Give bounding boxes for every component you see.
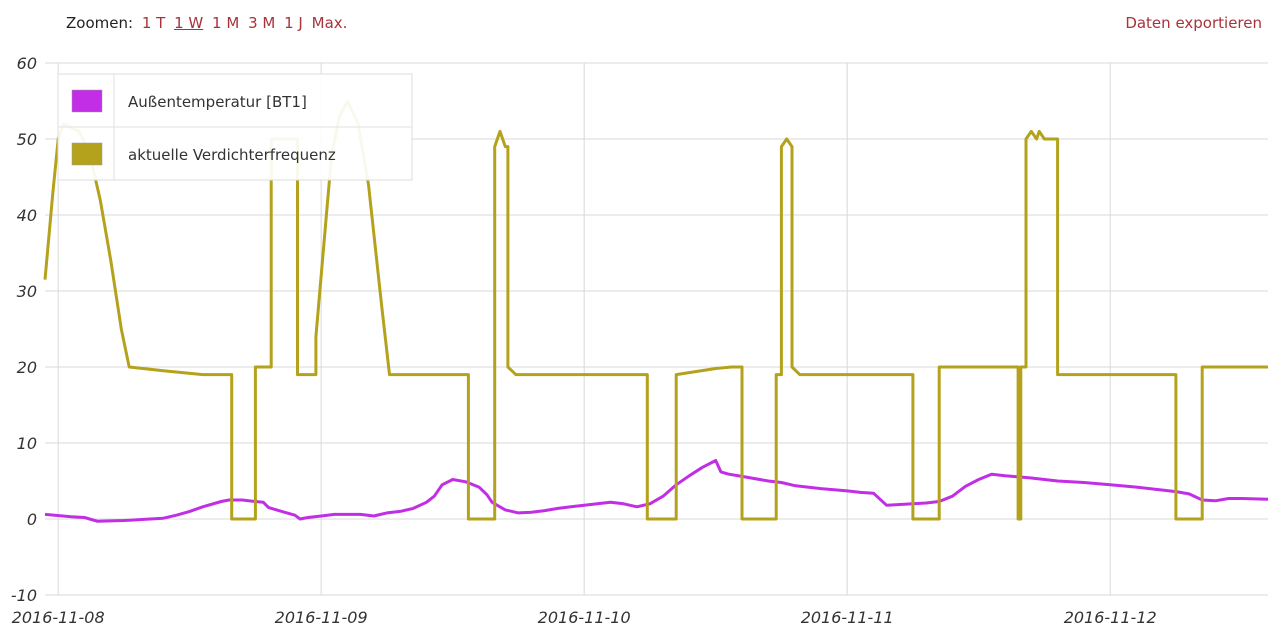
legend: Außentemperatur [BT1] aktuelle Verdichter…	[57, 73, 413, 181]
series-line-verdichterfrequenz	[43, 99, 1268, 521]
series-lines	[43, 99, 1269, 523]
x-tick-label: 2016-11-10	[538, 608, 631, 627]
y-tick-label: -10	[11, 586, 37, 605]
y-tick-label: 10	[17, 434, 37, 453]
y-axis-ticks: -10 0 10 20 30 40 50 60	[11, 54, 37, 605]
zoom-1-month[interactable]: 1 M	[212, 14, 240, 32]
x-tick-label: 2016-11-11	[801, 608, 894, 627]
zoom-1-day[interactable]: 1 T	[141, 14, 166, 32]
y-tick-label: 40	[17, 206, 37, 225]
export-data-link[interactable]: Daten exportieren	[1125, 14, 1262, 32]
zoom-toolbar: Zoomen: 1 T 1 W 1 M 3 M 1 J Max.	[66, 14, 351, 32]
x-tick-label: 2016-11-08	[12, 608, 105, 627]
x-tick-label: 2016-11-12	[1064, 608, 1157, 627]
legend-label: Außentemperatur [BT1]	[128, 93, 307, 111]
legend-label: aktuelle Verdichterfrequenz	[128, 146, 336, 164]
x-tick-label: 2016-11-09	[275, 608, 368, 627]
series-line-aussentemperatur	[44, 459, 1269, 523]
y-tick-label: 50	[17, 130, 37, 149]
zoom-1-week[interactable]: 1 W	[174, 14, 204, 32]
zoom-max[interactable]: Max.	[311, 14, 348, 32]
zoom-label: Zoomen:	[66, 14, 134, 32]
grid	[45, 62, 1268, 596]
x-axis-ticks: 2016-11-08 2016-11-09 2016-11-10 2016-11-11…	[12, 608, 1157, 627]
y-tick-label: 20	[17, 358, 37, 377]
y-tick-label: 60	[17, 54, 37, 73]
zoom-3-months[interactable]: 3 M	[248, 14, 276, 32]
zoom-1-year[interactable]: 1 J	[284, 14, 303, 32]
legend-swatch	[71, 142, 103, 166]
y-tick-label: 30	[17, 282, 37, 301]
legend-swatch	[71, 89, 103, 113]
y-tick-label: 0	[27, 510, 37, 529]
